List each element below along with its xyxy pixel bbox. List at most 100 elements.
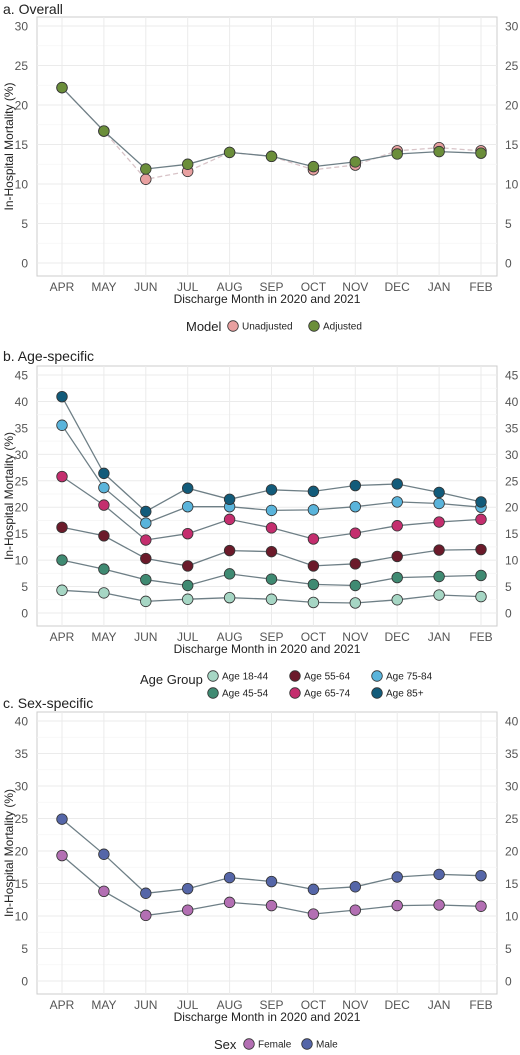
legend-title: Sex xyxy=(214,1037,237,1050)
y-tick-label-right: 20 xyxy=(505,845,519,859)
data-point-adjusted xyxy=(349,156,362,168)
data-point-age-45-54 xyxy=(349,579,362,592)
panel-title: a. Overall xyxy=(3,1,63,17)
x-tick-label: FEB xyxy=(469,630,492,644)
x-tick-label: MAY xyxy=(91,630,116,644)
data-point-age-55-64 xyxy=(181,560,194,572)
y-tick-label-left: 5 xyxy=(21,942,28,956)
x-tick-label: JUL xyxy=(177,280,199,294)
data-point-age-55-64 xyxy=(265,545,278,558)
data-point-age-18-44 xyxy=(433,589,445,601)
data-point-female xyxy=(223,896,236,909)
legend-swatch xyxy=(308,320,320,332)
legend-swatch xyxy=(371,687,383,699)
plot-area xyxy=(36,711,498,995)
x-tick-label: SEP xyxy=(259,630,283,644)
data-point-age-18-44 xyxy=(56,584,68,596)
data-point-age-85- xyxy=(475,496,487,508)
x-tick-label: MAY xyxy=(91,280,116,294)
x-tick-label: NOV xyxy=(342,998,368,1012)
data-point-adjusted xyxy=(391,148,403,160)
data-point-age-55-64 xyxy=(349,558,362,570)
data-point-age-18-44 xyxy=(181,593,194,605)
legend-label: Male xyxy=(316,1040,338,1051)
data-point-age-65-74 xyxy=(349,527,362,539)
data-point-male xyxy=(140,887,152,899)
data-point-age-55-64 xyxy=(475,543,487,556)
data-point-age-45-54 xyxy=(475,569,487,582)
y-tick-label-left: 20 xyxy=(15,501,29,515)
x-tick-label: NOV xyxy=(342,630,368,644)
y-tick-label-left: 15 xyxy=(15,877,29,891)
y-tick-label-left: 0 xyxy=(21,975,28,989)
data-point-age-45-54 xyxy=(265,573,278,585)
data-point-female xyxy=(391,899,403,912)
data-point-age-55-64 xyxy=(433,544,445,556)
data-point-adjusted xyxy=(265,150,278,163)
data-point-age-55-64 xyxy=(98,530,110,542)
panel-1: a. Overall 0 0 5 5 10 10 15 15 20 20 25 25 30 30 APR MAY… xyxy=(2,1,519,334)
x-tick-label: OCT xyxy=(301,630,327,644)
x-axis-title: Discharge Month in 2020 and 2021 xyxy=(174,292,361,306)
legend-label: Age 45-54 xyxy=(222,689,269,700)
y-tick-label-left: 20 xyxy=(15,845,29,859)
y-tick-label-left: 25 xyxy=(15,59,29,73)
y-tick-label-right: 15 xyxy=(505,877,519,891)
data-point-adjusted xyxy=(140,163,152,175)
data-point-age-18-44 xyxy=(349,597,362,609)
data-point-age-75-84 xyxy=(349,500,362,513)
data-point-age-65-74 xyxy=(223,513,236,526)
y-tick-label-left: 40 xyxy=(15,715,29,729)
data-point-age-65-74 xyxy=(265,522,278,534)
data-point-female xyxy=(98,885,110,898)
data-point-male xyxy=(265,875,278,888)
x-tick-label: DEC xyxy=(385,998,411,1012)
x-tick-label: OCT xyxy=(301,998,327,1012)
data-point-age-55-64 xyxy=(140,552,152,565)
data-point-age-85- xyxy=(307,485,320,498)
data-point-male xyxy=(223,871,236,884)
data-point-age-45-54 xyxy=(391,571,403,584)
data-point-age-45-54 xyxy=(307,578,320,591)
data-point-age-65-74 xyxy=(475,513,487,526)
y-tick-label-right: 45 xyxy=(505,369,519,383)
legend-label: Age 85+ xyxy=(386,689,424,700)
y-tick-label-left: 10 xyxy=(15,178,29,192)
data-point-male xyxy=(307,883,320,896)
y-tick-label-right: 0 xyxy=(505,975,512,989)
data-point-age-65-74 xyxy=(56,470,68,483)
data-point-male xyxy=(56,813,68,825)
data-point-age-85- xyxy=(391,478,403,490)
data-point-age-55-64 xyxy=(391,550,403,563)
data-point-unadjusted xyxy=(140,173,152,185)
data-point-age-45-54 xyxy=(433,570,445,583)
data-point-age-18-44 xyxy=(265,593,278,605)
y-tick-label-right: 5 xyxy=(505,217,512,231)
legend-label: Unadjusted xyxy=(242,322,293,333)
panel-title: b. Age-specific xyxy=(3,348,94,364)
data-point-age-45-54 xyxy=(98,563,110,575)
y-axis-title: In-Hospital Mortality (%) xyxy=(2,432,16,560)
x-tick-label: DEC xyxy=(385,630,411,644)
legend-swatch xyxy=(289,670,301,682)
data-point-age-85- xyxy=(181,482,194,494)
data-point-female xyxy=(181,904,194,916)
y-tick-label-right: 30 xyxy=(505,780,519,794)
data-point-age-65-74 xyxy=(98,499,110,511)
y-tick-label-left: 35 xyxy=(15,747,29,761)
x-tick-label: SEP xyxy=(259,280,283,294)
y-tick-label-left: 30 xyxy=(15,780,29,794)
y-tick-label-right: 40 xyxy=(505,715,519,729)
data-point-adjusted xyxy=(433,145,445,158)
x-tick-label: JUN xyxy=(134,630,157,644)
y-tick-label-right: 30 xyxy=(505,20,519,34)
data-point-age-75-84 xyxy=(56,419,68,431)
legend-swatch xyxy=(289,687,301,699)
data-point-age-75-84 xyxy=(181,500,194,513)
y-tick-label-right: 40 xyxy=(505,395,519,409)
data-point-age-85- xyxy=(433,486,445,499)
x-tick-label: JAN xyxy=(428,630,451,644)
data-point-age-45-54 xyxy=(56,554,68,566)
data-point-age-18-44 xyxy=(307,596,320,609)
data-point-female xyxy=(349,904,362,916)
